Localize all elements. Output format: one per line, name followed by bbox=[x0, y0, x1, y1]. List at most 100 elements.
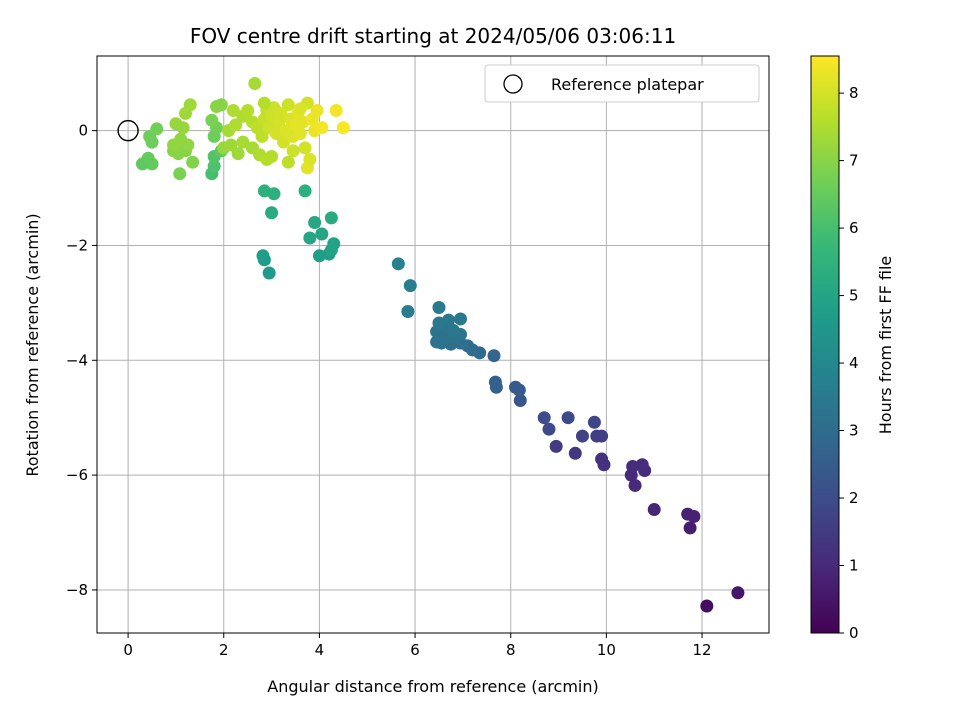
y-tick-label: 0 bbox=[78, 122, 88, 140]
colorbar bbox=[810, 55, 840, 634]
data-point bbox=[248, 77, 262, 91]
data-point bbox=[236, 135, 250, 149]
data-point bbox=[286, 144, 300, 158]
data-point bbox=[537, 411, 551, 425]
data-point bbox=[229, 118, 243, 132]
data-point bbox=[141, 151, 155, 165]
data-point bbox=[277, 135, 291, 149]
x-tick-label: 8 bbox=[506, 641, 516, 659]
x-tick-label: 12 bbox=[692, 641, 711, 659]
colorbar-tick-label: 3 bbox=[849, 422, 859, 440]
data-point bbox=[145, 135, 159, 149]
data-point bbox=[561, 411, 575, 425]
data-point bbox=[265, 149, 279, 163]
chart-title: FOV centre drift starting at 2024/05/06 … bbox=[190, 24, 676, 48]
x-tick-label: 4 bbox=[315, 641, 325, 659]
data-point bbox=[281, 98, 295, 112]
data-point bbox=[257, 96, 271, 110]
y-axis-ticks: −8 −6 −4 −2 0 bbox=[66, 122, 97, 599]
data-point bbox=[315, 121, 329, 135]
x-tick-label: 0 bbox=[123, 641, 133, 659]
data-point bbox=[454, 312, 468, 326]
data-point bbox=[231, 147, 245, 161]
data-point bbox=[542, 422, 556, 436]
data-point bbox=[487, 349, 501, 363]
x-tick-label: 10 bbox=[597, 641, 616, 659]
data-point bbox=[628, 478, 642, 492]
data-point bbox=[327, 237, 341, 251]
data-point bbox=[207, 159, 221, 173]
data-point bbox=[700, 599, 714, 613]
colorbar-ticks: 0 1 2 3 4 5 6 7 8 bbox=[839, 84, 859, 642]
data-point bbox=[226, 104, 240, 118]
data-point bbox=[512, 383, 526, 397]
reference-platepar-marker bbox=[117, 119, 139, 142]
data-point bbox=[262, 266, 276, 280]
data-point bbox=[647, 503, 661, 517]
data-point bbox=[267, 187, 281, 201]
data-point bbox=[274, 106, 288, 120]
data-point bbox=[403, 279, 417, 293]
y-tick-label: −4 bbox=[66, 351, 88, 369]
data-point bbox=[256, 249, 270, 263]
data-point bbox=[595, 429, 609, 443]
legend-reference-marker bbox=[503, 74, 523, 94]
data-point bbox=[488, 375, 502, 389]
legend-entry-reference: Reference platepar bbox=[551, 75, 704, 94]
data-point bbox=[549, 439, 563, 453]
data-point bbox=[683, 521, 697, 535]
colorbar-tick-label: 0 bbox=[849, 624, 859, 642]
data-point bbox=[176, 121, 190, 135]
data-point bbox=[329, 104, 343, 118]
colorbar-label: Hours from first FF file bbox=[876, 256, 895, 435]
data-point bbox=[391, 257, 405, 271]
data-point bbox=[224, 138, 238, 152]
data-point bbox=[687, 509, 701, 523]
data-point bbox=[214, 98, 228, 112]
x-tick-label: 2 bbox=[219, 641, 229, 659]
data-point bbox=[575, 429, 589, 443]
data-point bbox=[174, 132, 188, 146]
colorbar-tick-label: 7 bbox=[849, 152, 859, 170]
data-point bbox=[513, 393, 527, 407]
data-point bbox=[442, 313, 456, 327]
reference-marker-layer bbox=[117, 119, 139, 142]
data-point bbox=[293, 102, 307, 116]
data-point bbox=[568, 446, 582, 460]
colorbar-tick-label: 4 bbox=[849, 354, 859, 372]
data-point bbox=[731, 586, 745, 600]
colorbar-tick-label: 1 bbox=[849, 557, 859, 575]
data-point bbox=[150, 122, 164, 136]
y-axis-label: Rotation from reference (arcmin) bbox=[23, 213, 42, 476]
data-point bbox=[298, 184, 312, 198]
y-tick-label: −6 bbox=[66, 466, 88, 484]
x-axis-ticks: 0 2 4 6 8 10 12 bbox=[123, 633, 712, 659]
data-point bbox=[432, 300, 446, 314]
data-point bbox=[241, 104, 255, 118]
data-point bbox=[324, 211, 338, 225]
colorbar-tick-label: 8 bbox=[849, 84, 859, 102]
data-point bbox=[173, 167, 187, 181]
plot-frame bbox=[96, 55, 770, 634]
data-point bbox=[303, 231, 317, 245]
data-point bbox=[446, 323, 460, 337]
data-point bbox=[298, 141, 312, 155]
data-point bbox=[401, 304, 415, 318]
data-point bbox=[255, 129, 269, 143]
data-point bbox=[595, 452, 609, 466]
colorbar-tick-label: 2 bbox=[849, 489, 859, 507]
data-point bbox=[265, 206, 279, 220]
y-tick-label: −2 bbox=[66, 236, 88, 254]
y-tick-label: −8 bbox=[66, 581, 88, 599]
data-point bbox=[303, 152, 317, 166]
data-point bbox=[205, 113, 219, 127]
data-point bbox=[293, 127, 307, 141]
colorbar-tick-label: 5 bbox=[849, 287, 859, 305]
data-point bbox=[336, 121, 350, 135]
scatter-points bbox=[135, 77, 745, 613]
legend-box bbox=[484, 64, 760, 103]
data-point bbox=[587, 415, 601, 429]
data-point bbox=[315, 227, 329, 241]
data-point bbox=[308, 215, 322, 229]
